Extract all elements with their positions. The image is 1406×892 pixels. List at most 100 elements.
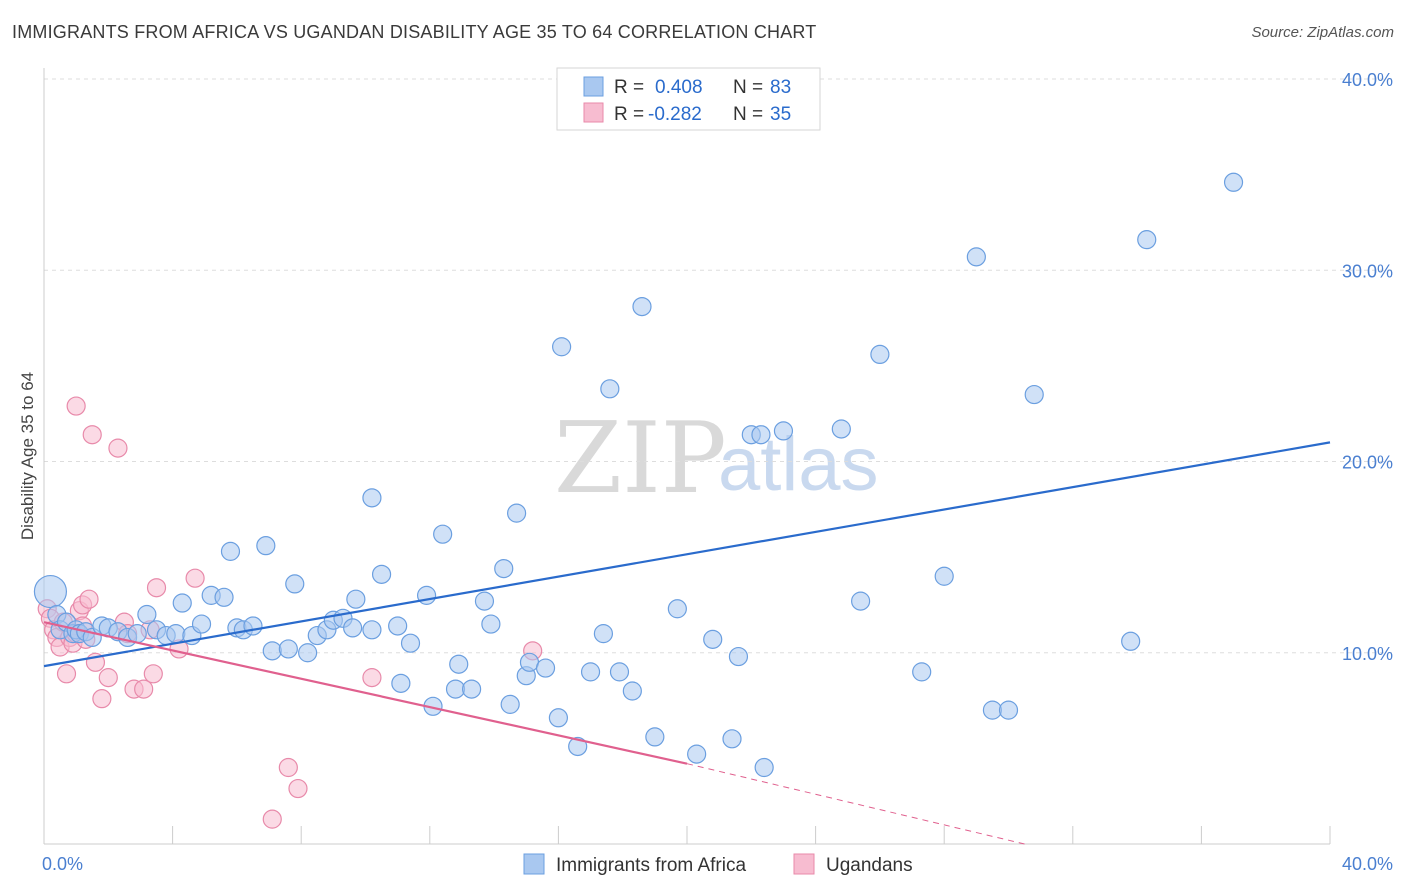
africa-point [362,620,382,640]
trend-lines [43,441,1331,845]
africa-point [722,729,742,749]
bottom-legend: Immigrants from Africa Ugandans [523,853,913,876]
ugandan-points [37,396,543,829]
legend-ugandan-n-value: 35 [770,104,791,125]
africa-point [346,589,366,609]
ugandan-point [56,664,77,684]
ugandan-point [262,809,282,829]
africa-point [474,591,495,611]
africa-point [851,591,871,611]
africa-point [645,727,665,747]
africa-point [481,614,501,634]
africa-point [391,673,411,693]
africa-point [507,503,527,523]
y-tick-labels: 10.0% 20.0% 30.0% 40.0% [1342,70,1393,664]
bottom-legend-ugandan-label: Ugandans [826,855,913,876]
x-tick-label-min: 0.0% [42,854,83,874]
africa-point [548,708,569,728]
africa-point [934,566,954,586]
ugandan-point [362,668,382,688]
africa-point [449,654,469,674]
africa-point [33,574,68,609]
africa-point [500,694,520,714]
africa-point [982,700,1003,720]
legend-ugandan-n-label: N = [733,104,763,125]
africa-point [568,736,588,757]
watermark-zip: ZIP [554,402,727,516]
africa-point [912,662,932,682]
africa-point [1137,230,1157,250]
africa-point [831,419,851,439]
africa-point [362,488,382,508]
y-tick-label: 30.0% [1342,261,1393,281]
y-tick-label: 20.0% [1342,453,1393,473]
ugandan-point [185,568,205,588]
africa-point [600,379,620,399]
africa-point [262,641,282,661]
africa-point [278,639,298,659]
africa-point [1223,172,1244,192]
africa-point [220,541,241,561]
x-axis-ticks [43,826,1331,844]
africa-point [593,624,614,644]
africa-point [343,618,363,638]
legend-box: R = 0.408 N = 83 R = -0.282 N = 35 [556,67,821,131]
africa-point [388,616,408,636]
y-axis-label: Disability Age 35 to 64 [18,372,37,540]
grid-lines [44,78,1395,654]
africa-point [433,524,453,544]
africa-point [191,614,212,634]
ugandan-point [82,425,102,445]
africa-point [298,643,318,663]
ugandan-point [143,664,163,684]
africa-point [166,624,186,644]
africa-point [622,681,642,701]
bottom-legend-africa-swatch [523,853,545,875]
africa-point [535,658,556,678]
africa-point [1121,631,1141,651]
ugandan-point [79,589,99,609]
africa-point [172,593,192,613]
africa-point [580,662,601,682]
africa-point [632,296,652,317]
africa-point [773,421,794,441]
ugandan-point [288,778,308,799]
bottom-legend-africa-label: Immigrants from Africa [556,855,746,876]
ugandan-point [278,757,298,778]
chart-title: IMMIGRANTS FROM AFRICA VS UGANDAN DISABI… [12,22,817,42]
y-tick-label: 40.0% [1342,70,1393,90]
africa-point [609,662,630,682]
bottom-legend-ugandan-swatch [793,853,815,875]
ugandan-point [108,438,128,458]
africa-point [214,587,234,607]
africa-point [400,633,421,653]
x-tick-label-max: 40.0% [1342,854,1393,874]
ugandan-point [92,689,112,709]
africa-point [998,700,1019,720]
ugandan-point [134,679,154,699]
africa-point [461,679,482,699]
source-credit: Source: ZipAtlas.com [1251,24,1394,41]
legend-ugandan-r-label: R = [614,104,644,125]
africa-point [552,337,572,357]
legend-africa-n-value: 83 [770,77,791,98]
africa-point [754,757,774,778]
legend-africa-r-label: R = [614,77,644,98]
legend-ugandan-r-value: -0.282 [648,104,702,125]
africa-point [519,652,540,672]
africa-point [494,558,514,579]
africa-trend-line [43,441,1331,668]
africa-point [687,744,707,764]
ugandan-point [66,396,86,416]
africa-point [137,604,157,625]
legend-africa-swatch [583,76,604,97]
legend-africa-r-value: 0.408 [655,77,703,98]
africa-point [445,679,466,699]
africa-point [703,629,723,649]
africa-point [966,247,986,267]
africa-point [870,344,890,364]
ugandan-trend-line [43,621,688,765]
africa-point [285,574,305,594]
africa-point [667,599,687,619]
